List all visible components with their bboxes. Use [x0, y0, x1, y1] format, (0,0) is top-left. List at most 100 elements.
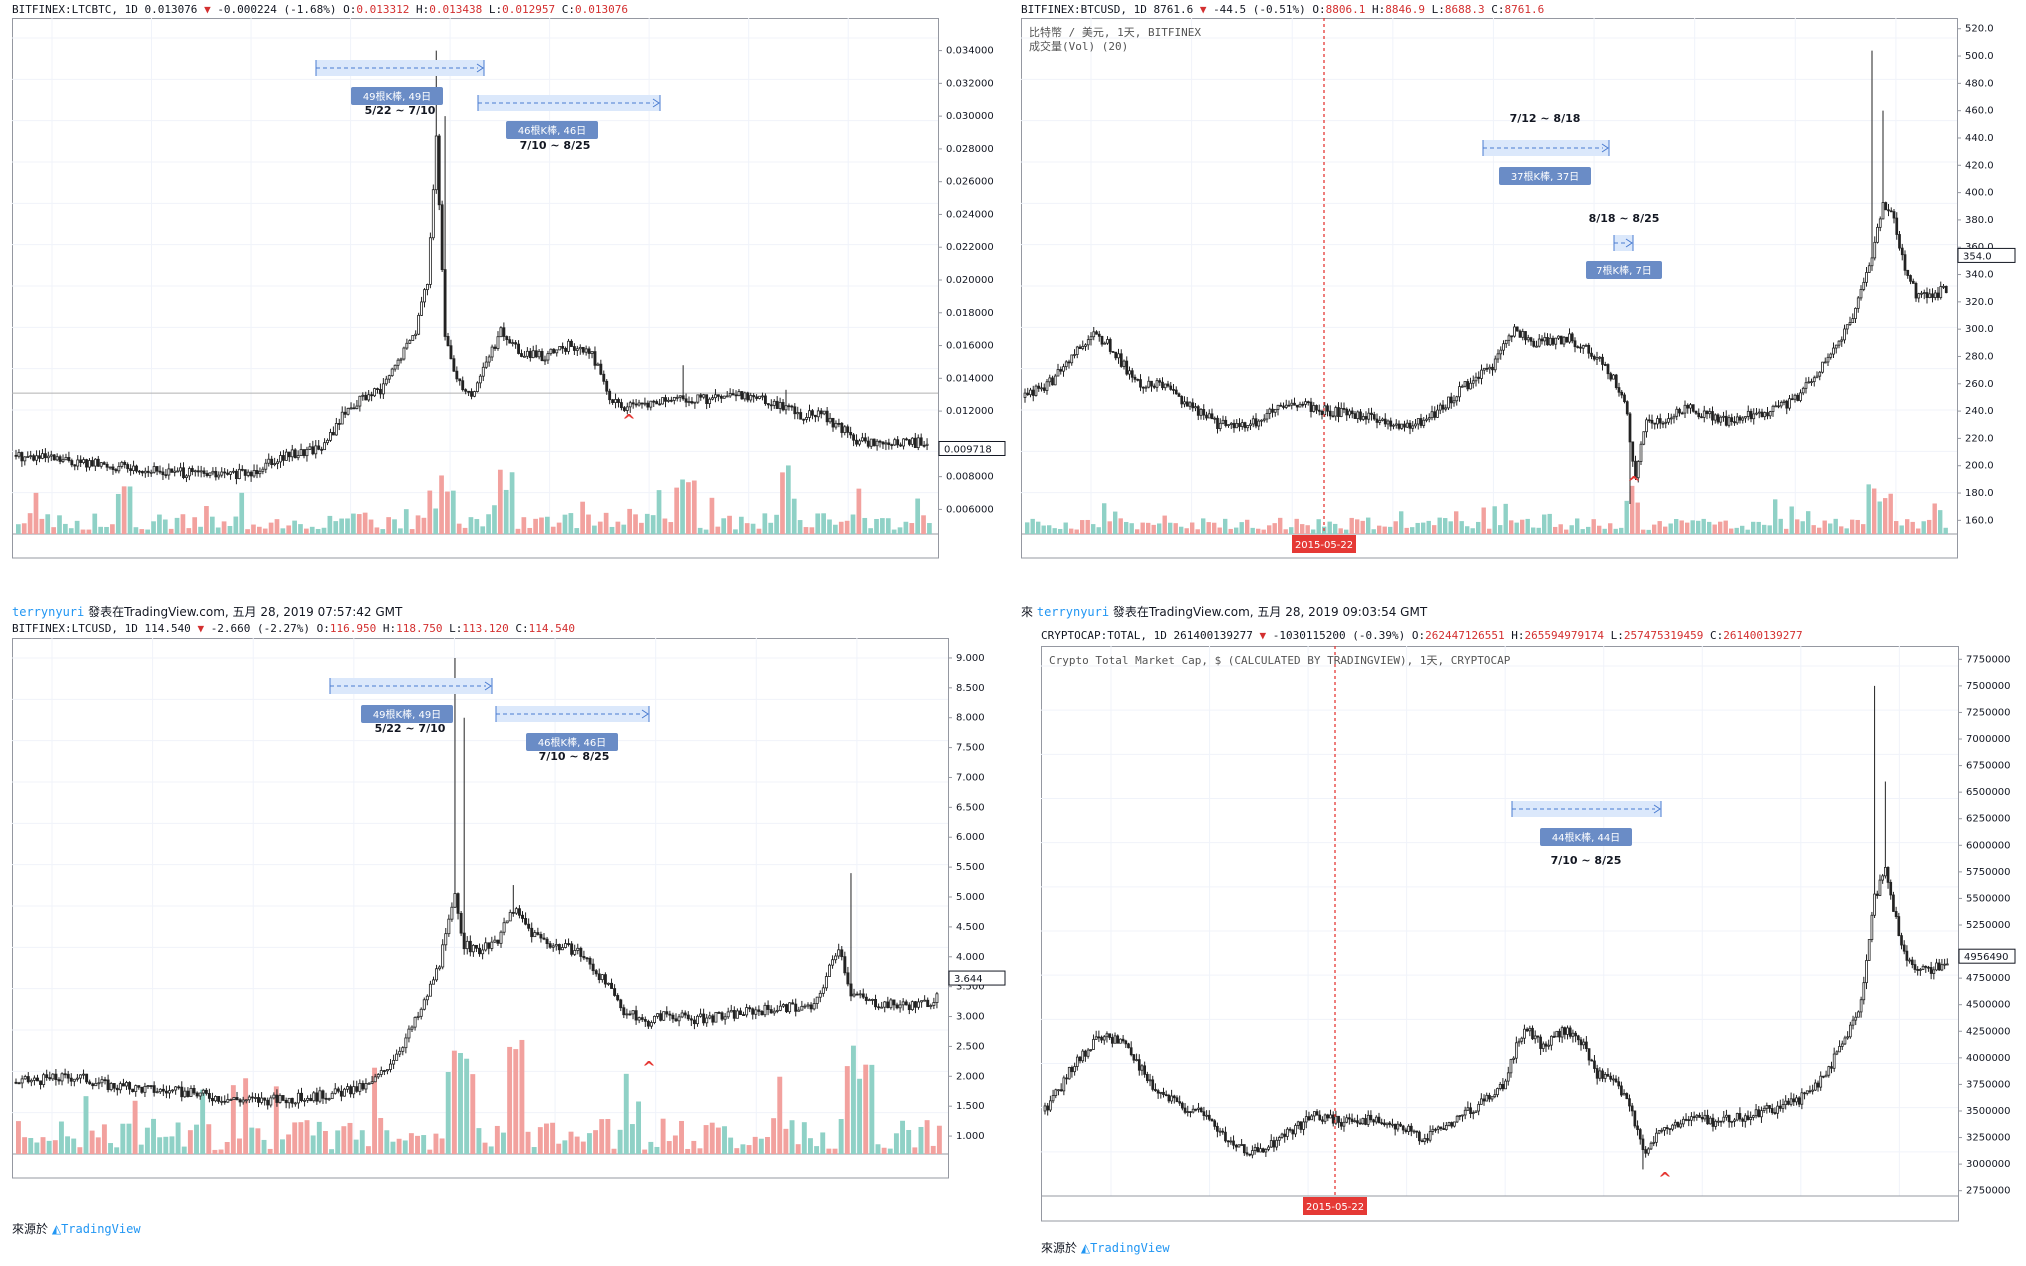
candle-body	[1383, 1122, 1386, 1126]
volume-bar	[115, 493, 121, 534]
candle-body	[1876, 226, 1879, 243]
candle-body	[1797, 1097, 1801, 1105]
volume-bar	[1157, 523, 1162, 534]
candle-body	[637, 1017, 641, 1021]
candle-body	[1881, 202, 1885, 220]
ltcbtc-low: 0.012957	[502, 3, 556, 16]
volume-bar	[1393, 521, 1398, 534]
candle-body	[616, 995, 620, 1001]
volume-bar	[392, 519, 397, 534]
candle-body	[708, 398, 712, 404]
tradingview-link[interactable]: TradingView	[61, 1222, 141, 1236]
volume-bar	[746, 1145, 752, 1154]
volume-bar	[513, 1049, 519, 1154]
volume-bar	[574, 528, 580, 534]
candle-body	[336, 1088, 340, 1092]
down-triangle-icon: ▼	[1199, 3, 1207, 16]
candle-body	[88, 1081, 92, 1085]
candle-body	[223, 1100, 227, 1103]
candle-body	[1191, 1108, 1195, 1113]
candle-body	[201, 1089, 205, 1094]
candle-body	[1273, 408, 1277, 413]
candle-body	[306, 1097, 310, 1101]
candle-body	[1811, 1089, 1814, 1092]
price-tick-label: 3250000	[1966, 1133, 2011, 1144]
candle-body	[1221, 1130, 1225, 1133]
price-tick-label: 6.000	[956, 832, 985, 843]
tradingview-logo-icon[interactable]: ◭	[51, 1222, 62, 1236]
candle-body	[138, 470, 141, 473]
author-name[interactable]: terrynyuri	[12, 605, 85, 619]
candle-body	[664, 397, 667, 402]
btcusd-chart[interactable]: 三月四月五月六月七月八月九月十月十一月520.0500.0480.0460.04…	[1021, 18, 2016, 594]
candle-body	[883, 1001, 887, 1008]
price-tick-label: 7000000	[1966, 734, 2011, 745]
candle-body	[1414, 423, 1417, 427]
volume-bar	[68, 528, 74, 534]
volume-bar	[862, 517, 868, 534]
candle-body	[220, 1100, 224, 1103]
ltcusd-chart[interactable]: 三月四月五月六月七月八月九月十月十一月9.0008.5008.0007.5007…	[12, 638, 1006, 1210]
volume-bar	[89, 1130, 95, 1154]
author-name[interactable]: terrynyuri	[1036, 605, 1110, 619]
volume-bar	[715, 526, 721, 534]
candle-body	[1587, 1048, 1591, 1061]
candle-body	[537, 350, 541, 358]
candle-body	[214, 1096, 218, 1102]
candle-body	[408, 340, 412, 344]
candle-body	[105, 463, 109, 468]
candle-body	[1361, 416, 1365, 420]
candle-body	[1403, 423, 1406, 428]
candle-body	[561, 346, 565, 349]
volume-bar	[233, 516, 239, 534]
volume-bar	[1652, 524, 1657, 534]
volume-bar	[46, 1140, 52, 1154]
candle-body	[525, 350, 529, 357]
volume-bar	[374, 527, 380, 534]
candle-body	[784, 405, 788, 411]
candle-body	[631, 1010, 635, 1015]
candle-body	[355, 405, 359, 409]
candle-body	[1380, 1122, 1384, 1125]
volume-bar	[1272, 523, 1277, 534]
candle-body	[717, 1011, 721, 1014]
candle-body	[1554, 337, 1558, 345]
candle-body	[269, 1097, 273, 1106]
candle-body	[75, 1077, 79, 1080]
volume-bar	[875, 1144, 881, 1154]
candle-body	[907, 1004, 911, 1011]
candle-body	[895, 1004, 899, 1009]
candle-body	[822, 410, 826, 415]
candle-body	[1743, 1115, 1747, 1122]
price-tick-label: 0.024000	[946, 209, 994, 220]
candle-body	[1887, 209, 1890, 212]
ltcbtc-chart[interactable]: 三月四月五月六月七月八月九月十月十一月0.0340000.0320000.030…	[12, 18, 1006, 594]
tradingview-logo-icon[interactable]: ◭	[1080, 1241, 1091, 1255]
volume-bar	[365, 1146, 371, 1154]
total-chart[interactable]: 三月四月五月六月七月八月九月十月十一月775000075000007250000…	[1041, 646, 2016, 1230]
candle-body	[320, 448, 324, 451]
candle-body	[217, 474, 221, 478]
candle-body	[1859, 999, 1863, 1013]
volume-bar	[639, 522, 644, 534]
volume-bar	[1883, 498, 1888, 534]
candle-body	[1493, 358, 1497, 371]
low-label: L:	[449, 622, 463, 635]
volume-bar	[433, 508, 439, 534]
candle-body	[1103, 342, 1107, 345]
candle-body	[490, 346, 494, 358]
candle-body	[109, 1083, 113, 1090]
tradingview-link[interactable]: TradingView	[1090, 1241, 1170, 1255]
candle-body	[602, 373, 606, 382]
candle-body	[456, 893, 460, 914]
candle-body	[1633, 1110, 1637, 1127]
price-tick-label: 4.000	[956, 952, 985, 963]
total-source: 來源於 ◭TradingView	[1041, 1239, 1170, 1256]
volume-bar	[433, 1133, 439, 1154]
candle-body	[1922, 292, 1926, 294]
candle-body	[1334, 1115, 1338, 1124]
volume-bar	[1217, 527, 1222, 534]
volume-bar	[327, 515, 333, 534]
candle-body	[1502, 343, 1505, 351]
volume-bar	[539, 517, 544, 534]
